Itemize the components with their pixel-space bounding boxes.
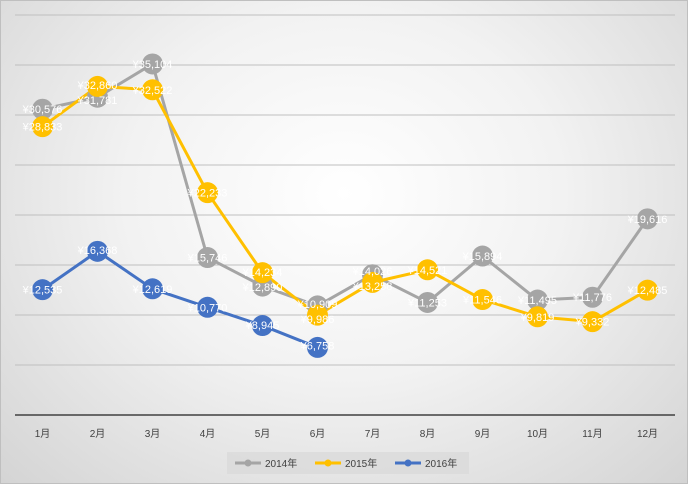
data-point [582,286,603,308]
data-point [197,182,218,204]
legend-label: 2016年 [425,457,457,470]
data-point [142,53,163,75]
x-tick-label: 11月 [582,428,602,440]
data-label: ¥19,616 [627,214,668,226]
data-label: ¥16,368 [77,245,118,257]
data-label: ¥14,521 [407,265,448,277]
data-point [417,259,438,281]
data-point [527,306,548,328]
data-point [307,304,328,326]
data-label: ¥12,619 [132,284,173,296]
data-label: ¥35,104 [132,59,173,71]
x-tick-label: 5月 [255,428,271,440]
data-label: ¥8,945 [245,320,280,332]
data-point [527,289,548,311]
legend-label: 2015年 [345,457,377,470]
data-label: ¥9,819 [520,312,555,324]
series-line-2016年 [41,249,319,349]
data-point [87,240,108,262]
data-label: ¥11,776 [572,292,612,304]
data-point [417,291,438,313]
data-point [472,245,493,267]
data-label: ¥9,332 [575,317,610,329]
x-tick-label: 6月 [310,428,326,440]
x-tick-label: 12月 [637,428,658,440]
data-label: ¥12,535 [22,285,63,297]
data-point [582,311,603,333]
x-tick-label: 1月 [35,428,51,440]
data-label: ¥22,233 [187,188,228,200]
data-label: ¥32,522 [132,85,173,97]
data-label: ¥30,576 [22,104,63,116]
data-point [142,278,163,300]
data-point [197,247,218,269]
x-tick-label: 10月 [527,428,548,440]
data-label: ¥9,986 [300,314,335,326]
x-tick-label: 3月 [145,428,161,440]
data-label: ¥15,746 [187,253,228,265]
data-point [362,271,383,293]
data-point [32,116,53,138]
legend-label: 2014年 [265,457,297,470]
data-point [252,315,273,337]
data-label: ¥14,026 [352,266,393,278]
x-tick-label: 4月 [200,428,216,440]
legend-swatch-marker [324,459,332,467]
data-label: ¥32,860 [77,80,118,92]
data-label: ¥11,546 [462,295,502,307]
data-point [472,289,493,311]
data-point [637,279,658,301]
data-label: ¥6,758 [300,340,335,352]
legend-box [227,452,469,474]
x-tick-label: 8月 [420,428,436,440]
data-label: ¥15,894 [462,251,503,263]
data-point [87,75,108,97]
data-point [197,296,218,318]
data-point [252,262,273,284]
data-point [32,98,53,120]
data-label: ¥28,833 [22,122,63,134]
x-tick-label: 2月 [90,428,106,440]
data-label: ¥14,234 [242,267,283,279]
data-point [637,208,658,230]
data-label: ¥12,890 [242,282,283,294]
data-point [142,79,163,101]
x-tick-label: 9月 [475,428,491,440]
x-tick-label: 7月 [365,428,381,440]
data-label: ¥10,770 [187,302,228,314]
series-line-2014年 [42,62,649,308]
data-label: ¥11,495 [517,295,557,307]
data-label: ¥12,485 [627,285,668,297]
data-label: ¥13,258 [352,281,393,293]
data-label: ¥11,253 [407,297,447,309]
data-point [32,279,53,301]
legend-swatch-marker [244,459,252,467]
data-label: ¥10,909 [297,299,338,311]
legend-swatch-marker [404,459,412,467]
data-label: ¥31,781 [77,95,118,107]
data-point [307,336,328,358]
